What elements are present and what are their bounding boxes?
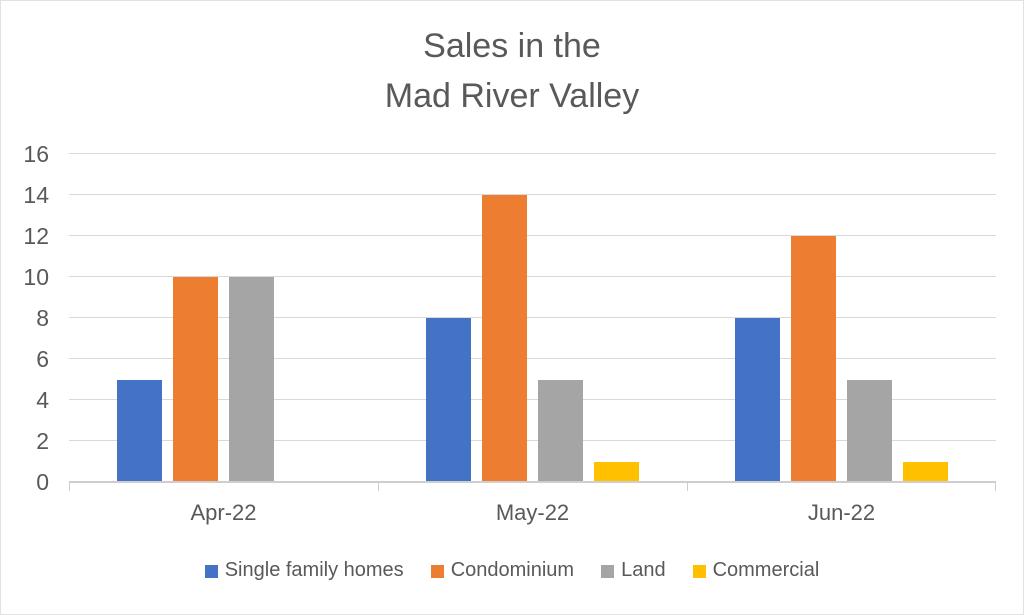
bar-condominium-jun-22 — [791, 236, 836, 482]
legend: Single family homes Condominium Land Commer… — [1, 559, 1023, 582]
x-axis-tick — [686, 483, 688, 491]
y-tick-label-4: 4 — [36, 387, 49, 413]
legend-label: Single family homes — [224, 559, 404, 581]
bar-commercial-may-22 — [594, 461, 639, 482]
chart-title-line1: Sales in the — [423, 27, 601, 65]
y-tick-label-2: 2 — [36, 428, 49, 454]
y-tick-label-10: 10 — [23, 264, 49, 290]
x-tick-label-may-22: May-22 — [495, 500, 570, 525]
x-axis-tick — [69, 483, 70, 491]
x-tick-label-jun-22: Jun-22 — [807, 500, 876, 525]
y-tick-label-16: 16 — [23, 141, 49, 167]
gridline-10 — [69, 276, 996, 277]
legend-label: Condominium — [450, 559, 575, 581]
legend-item-single-family-homes: Single family homes — [204, 559, 404, 582]
chart-title: Sales in the Mad River Valley — [1, 21, 1023, 121]
gridline-6 — [69, 358, 996, 359]
gridline-16 — [69, 153, 996, 154]
bar-land-jun-22 — [847, 379, 892, 482]
bar-condominium-apr-22 — [173, 277, 218, 482]
legend-item-commercial: Commercial — [692, 559, 820, 582]
x-tick-label-apr-22: Apr-22 — [190, 500, 257, 525]
legend-label: Commercial — [712, 559, 820, 581]
bar-single-family-homes-may-22 — [426, 318, 471, 482]
y-tick-label-0: 0 — [36, 469, 49, 495]
x-axis-line — [69, 481, 996, 483]
bar-land-apr-22 — [229, 277, 274, 482]
x-axis-tick — [995, 483, 996, 491]
bar-commercial-jun-22 — [903, 461, 948, 482]
legend-marker-icon — [430, 565, 444, 578]
gridline-2 — [69, 440, 996, 441]
bars-layer — [69, 154, 996, 482]
legend-item-condominium: Condominium — [430, 559, 575, 582]
plot-area — [69, 153, 996, 491]
y-tick-label-8: 8 — [36, 305, 49, 331]
gridline-14 — [69, 194, 996, 195]
gridline-4 — [69, 399, 996, 400]
x-axis-tick — [377, 483, 379, 491]
y-tick-label-14: 14 — [23, 182, 49, 208]
x-axis: Apr-22 May-22 Jun-22 — [69, 500, 996, 526]
legend-item-land: Land — [601, 559, 666, 582]
y-tick-label-6: 6 — [36, 346, 49, 372]
legend-marker-icon — [204, 565, 218, 578]
bar-land-may-22 — [538, 379, 583, 482]
gridline-12 — [69, 235, 996, 236]
chart-title-line2: Mad River Valley — [384, 77, 640, 115]
legend-label: Land — [621, 559, 666, 581]
bar-group-jun-22 — [687, 154, 996, 482]
legend-marker-icon — [692, 565, 706, 578]
legend-marker-icon — [601, 565, 615, 578]
bar-group-apr-22 — [69, 154, 378, 482]
bar-single-family-homes-apr-22 — [117, 379, 162, 482]
y-tick-label-12: 12 — [23, 223, 49, 249]
bar-single-family-homes-jun-22 — [735, 318, 780, 482]
bar-group-may-22 — [378, 154, 687, 482]
gridline-8 — [69, 317, 996, 318]
bar-condominium-may-22 — [482, 195, 527, 482]
